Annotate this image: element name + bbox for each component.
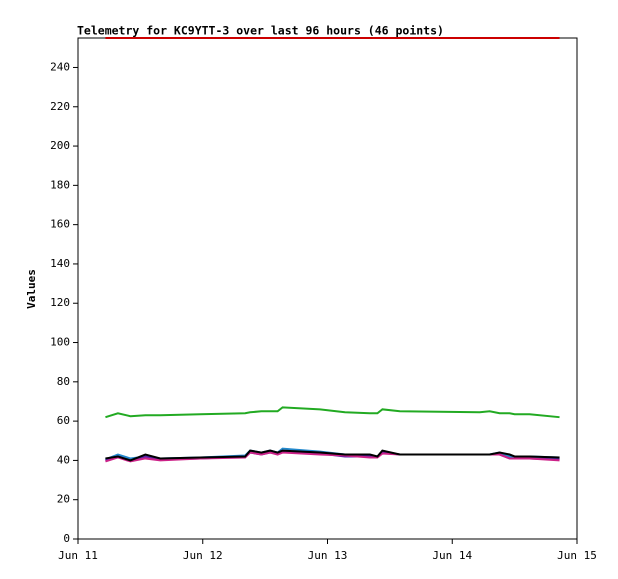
x-tick-label: Jun 13 [308,549,348,562]
y-tick-label: 0 [63,532,70,545]
x-tick-label: Jun 14 [432,549,472,562]
y-tick-label: 40 [57,453,70,466]
y-tick-label: 240 [50,60,70,73]
series-line [105,451,560,463]
y-axis-label: Values [25,269,38,309]
chart-title: Telemetry for KC9YTT-3 over last 96 hour… [77,24,444,38]
y-tick-label: 100 [50,336,70,349]
y-tick-label: 200 [50,139,70,152]
y-tick-label: 160 [50,218,70,231]
y-tick-label: 140 [50,257,70,270]
y-tick-label: 80 [57,375,70,388]
x-tick-label: Jun 15 [557,549,597,562]
y-tick-label: 180 [50,178,70,191]
x-tick-label: Jun 12 [183,549,223,562]
y-tick-label: 120 [50,296,70,309]
x-tick-label: Jun 11 [58,549,98,562]
y-tick-label: 220 [50,100,70,113]
series-line [105,406,560,419]
y-tick-label: 60 [57,414,70,427]
y-tick-label: 20 [57,493,70,506]
series-line [105,449,560,462]
